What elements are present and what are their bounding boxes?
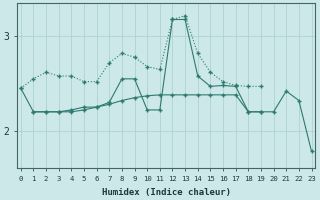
X-axis label: Humidex (Indice chaleur): Humidex (Indice chaleur): [102, 188, 231, 197]
